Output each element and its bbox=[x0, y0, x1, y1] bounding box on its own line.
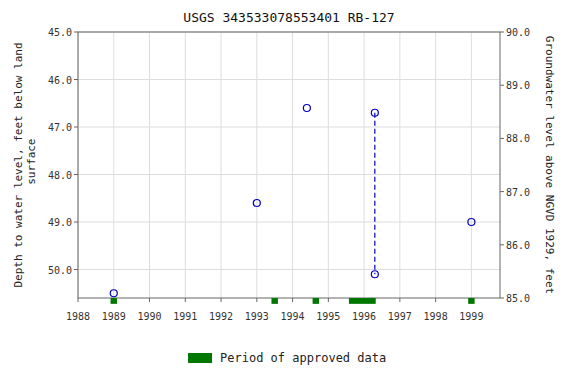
x-tick-label: 1990 bbox=[137, 311, 161, 322]
title: USGS 343533078553401 RB-127 bbox=[183, 10, 394, 25]
x-tick-label: 1989 bbox=[102, 311, 126, 322]
y-tick-label: 47.0 bbox=[48, 122, 72, 133]
y2-tick-label: 88.0 bbox=[506, 133, 530, 144]
y-tick bbox=[74, 174, 78, 175]
y-tick-label: 50.0 bbox=[48, 265, 72, 276]
y-tick bbox=[74, 222, 78, 223]
x-axis: 1988 1989 1990 1991 1992 1993 1994 1995 1996 1997… bbox=[66, 298, 483, 322]
x-tick-label: 1997 bbox=[388, 311, 412, 322]
x-grid-line bbox=[221, 32, 222, 298]
y-tick-label: 48.0 bbox=[48, 170, 72, 181]
x-grid-line bbox=[399, 32, 400, 298]
y-tick-label: 49.0 bbox=[48, 217, 72, 228]
x-grid-line bbox=[149, 32, 150, 298]
y2-axis-label: Groundwater level above NGVD 1929, feet bbox=[543, 36, 556, 294]
y2-tick bbox=[500, 138, 504, 139]
dashed-line bbox=[374, 113, 375, 275]
x-tick-label: 1991 bbox=[173, 311, 197, 322]
y2-tick bbox=[500, 32, 504, 33]
legend-swatch bbox=[188, 353, 212, 363]
x-grid-line bbox=[113, 32, 114, 298]
y-grid-line bbox=[78, 174, 500, 175]
approved-bar bbox=[349, 298, 376, 304]
data-point bbox=[468, 219, 475, 226]
legend: Period of approved data bbox=[188, 351, 386, 365]
data-point bbox=[253, 200, 260, 207]
x-grid-line bbox=[292, 32, 293, 298]
grid bbox=[78, 32, 500, 298]
x-grid-line bbox=[328, 32, 329, 298]
x-tick-label: 1994 bbox=[281, 311, 305, 322]
data-point bbox=[303, 105, 310, 112]
x-grid-line bbox=[435, 32, 436, 298]
y-tick bbox=[74, 32, 78, 33]
y2-tick bbox=[500, 244, 504, 245]
y-grid-line bbox=[78, 269, 500, 270]
y-grid-line bbox=[78, 222, 500, 223]
y-tick bbox=[74, 79, 78, 80]
approved-bars bbox=[111, 298, 475, 304]
y-axis-label-line: surface bbox=[25, 139, 38, 192]
x-grid-line bbox=[256, 32, 257, 298]
x-tick bbox=[435, 298, 436, 302]
legend-label: Period of approved data bbox=[220, 351, 386, 365]
approved-bar bbox=[271, 298, 277, 304]
x-tick bbox=[292, 298, 293, 302]
y2-tick-label: 86.0 bbox=[506, 240, 530, 251]
y2-tick bbox=[500, 191, 504, 192]
x-grid-line bbox=[364, 32, 365, 298]
x-tick bbox=[221, 298, 222, 302]
y-tick bbox=[74, 269, 78, 270]
plot-area bbox=[110, 105, 475, 297]
x-grid-line bbox=[471, 32, 472, 298]
chart: 1988 1989 1990 1991 1992 1993 1994 1995 1996 1997… bbox=[0, 0, 576, 384]
data-point bbox=[110, 290, 117, 297]
x-tick-label: 1999 bbox=[459, 311, 483, 322]
x-tick bbox=[256, 298, 257, 302]
x-tick-label: 1993 bbox=[245, 311, 269, 322]
approved-bar bbox=[111, 298, 117, 304]
x-tick bbox=[78, 298, 79, 302]
y-tick-label: 46.0 bbox=[48, 75, 72, 86]
y-axis-label: Depth to water level, feet below land su… bbox=[12, 42, 38, 287]
x-tick bbox=[185, 298, 186, 302]
y-tick-label: 45.0 bbox=[48, 27, 72, 38]
y-grid-line bbox=[78, 79, 500, 80]
y2-tick-label: 90.0 bbox=[506, 27, 530, 38]
x-tick-label: 1995 bbox=[316, 311, 340, 322]
x-tick-label: 1998 bbox=[424, 311, 448, 322]
y-axis-label-line: Depth to water level, feet below land bbox=[12, 42, 25, 287]
x-tick-label: 1996 bbox=[352, 311, 376, 322]
y-tick bbox=[74, 127, 78, 128]
y2-tick-label: 87.0 bbox=[506, 187, 530, 198]
y2-tick-label: 89.0 bbox=[506, 80, 530, 91]
y2-tick bbox=[500, 85, 504, 86]
x-grid-line bbox=[185, 32, 186, 298]
y2-tick bbox=[500, 298, 504, 299]
x-tick bbox=[328, 298, 329, 302]
approved-bar bbox=[313, 298, 319, 304]
x-tick bbox=[399, 298, 400, 302]
y2-axis: 85.0 86.0 87.0 88.0 89.0 90.0 bbox=[500, 27, 530, 304]
y-axis: 45.0 46.0 47.0 48.0 49.0 50.0 bbox=[48, 27, 78, 276]
x-tick-label: 1988 bbox=[66, 311, 90, 322]
plot-frame bbox=[78, 32, 500, 298]
y-grid-line bbox=[78, 127, 500, 128]
x-tick-label: 1992 bbox=[209, 311, 233, 322]
approved-bar bbox=[468, 298, 474, 304]
x-tick bbox=[149, 298, 150, 302]
y2-tick-label: 85.0 bbox=[506, 293, 530, 304]
